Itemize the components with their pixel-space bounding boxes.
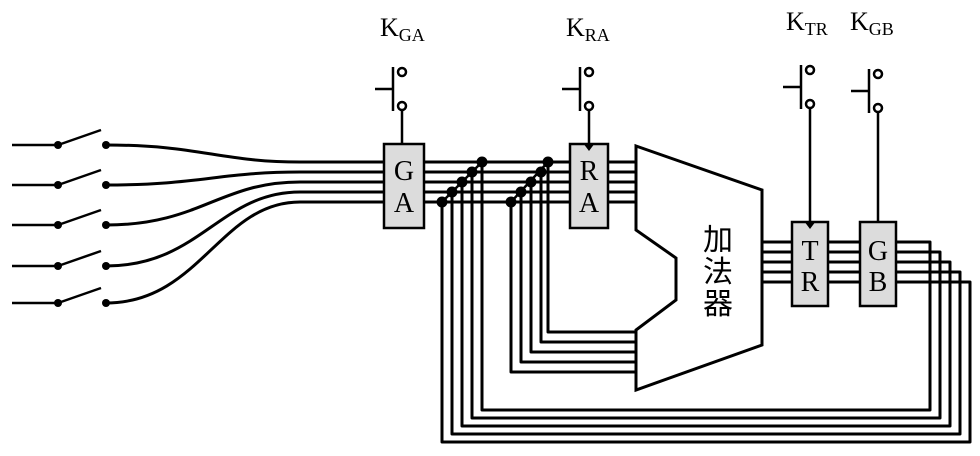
ra-label-line2: A (579, 188, 600, 219)
ktr-label: KTR (786, 7, 828, 39)
kgb-label: KGB (850, 7, 894, 39)
ra-label-line1: R (580, 156, 599, 187)
input-switch-3[interactable] (12, 208, 110, 229)
register-gb: G B (858, 220, 898, 308)
adder-block: 加 法 器 (634, 143, 764, 393)
adder-label-2: 法 (703, 255, 733, 290)
input-switch-5[interactable] (12, 286, 110, 307)
tr-to-gb-bus (828, 240, 860, 284)
input-switch-1[interactable] (12, 128, 110, 149)
register-ga: G A (382, 142, 426, 230)
input-switches (12, 128, 110, 307)
ga-junction-dots (436, 156, 488, 208)
adder-to-tr-bus (762, 240, 792, 284)
pushbutton-kga[interactable]: KGA (375, 13, 425, 144)
input-bus-wires (105, 143, 384, 305)
pushbutton-ktr[interactable]: KTR (783, 7, 828, 229)
pushbutton-kgb[interactable]: KGB (850, 7, 894, 222)
feedback-bus (440, 162, 972, 444)
tr-label-line2: R (801, 267, 820, 298)
kra-label: KRA (566, 13, 610, 45)
pushbutton-kra[interactable]: KRA (562, 13, 610, 151)
ga-label-line1: G (394, 156, 414, 187)
adder-label-3: 器 (703, 287, 733, 322)
input-switch-2[interactable] (12, 168, 110, 189)
kga-label: KGA (380, 13, 425, 45)
ra-to-adder-bus (608, 160, 636, 204)
register-ra: R A (568, 142, 610, 230)
gb-label-line1: G (868, 236, 888, 267)
adder-label-1: 加 (703, 223, 733, 258)
ga-label-line2: A (394, 188, 415, 219)
input-switch-4[interactable] (12, 249, 110, 270)
gb-label-line2: B (869, 267, 888, 298)
adder-lower-input-bus (509, 162, 636, 374)
ra-junction-dots (505, 156, 554, 208)
tr-label-line1: T (801, 236, 818, 267)
register-tr: T R (790, 220, 830, 308)
